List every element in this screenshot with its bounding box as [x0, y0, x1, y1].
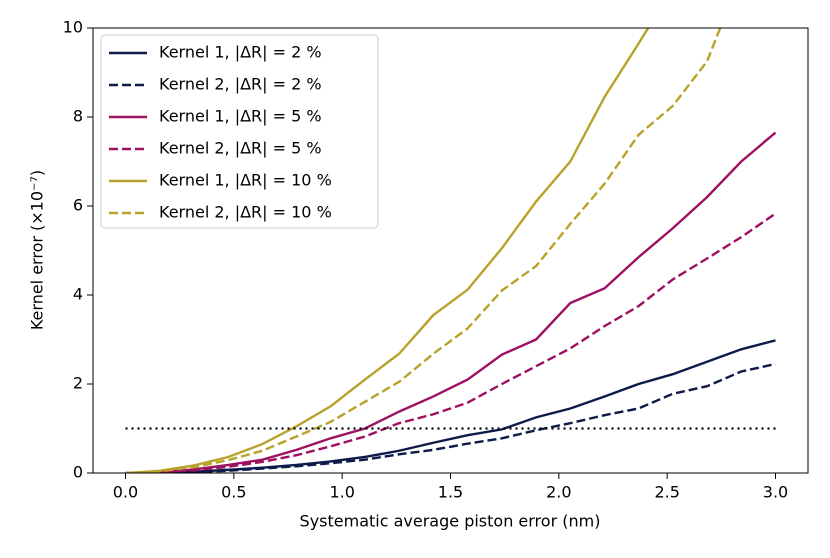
series-line: [125, 28, 722, 473]
legend-label: Kernel 1, |ΔR| = 5 %: [159, 107, 322, 126]
legend-label: Kernel 2, |ΔR| = 10 %: [159, 203, 332, 222]
x-axis-label: Systematic average piston error (nm): [300, 512, 601, 531]
legend-box: [100, 34, 379, 229]
y-tick-label: 8: [73, 107, 83, 126]
plot-area: [125, 28, 777, 473]
y-tick-label: 10: [63, 18, 83, 37]
series-line: [125, 339, 776, 473]
x-tick-label: 2.5: [654, 483, 679, 502]
legend-label: Kernel 1, |ΔR| = 2 %: [159, 43, 322, 62]
series-line: [125, 131, 777, 473]
x-tick-label: 2.0: [546, 483, 571, 502]
x-tick-label: 1.0: [329, 483, 354, 502]
series-line: [125, 212, 777, 473]
series-line: [125, 362, 776, 473]
y-tick-label: 4: [73, 285, 83, 304]
legend-label: Kernel 2, |ΔR| = 2 %: [159, 75, 322, 94]
x-tick-label: 1.5: [438, 483, 463, 502]
y-tick-label: 0: [73, 463, 83, 482]
y-tick-label: 6: [73, 196, 83, 215]
legend-label: Kernel 1, |ΔR| = 10 %: [159, 171, 332, 190]
y-axis-label: Kernel error (×10⁻⁷): [28, 170, 47, 330]
legend-label: Kernel 2, |ΔR| = 5 %: [159, 139, 322, 158]
x-tick-label: 3.0: [763, 483, 788, 502]
x-tick-label: 0.0: [113, 483, 138, 502]
series-line: [125, 28, 650, 473]
y-tick-label: 2: [73, 374, 83, 393]
x-tick-label: 0.5: [221, 483, 246, 502]
